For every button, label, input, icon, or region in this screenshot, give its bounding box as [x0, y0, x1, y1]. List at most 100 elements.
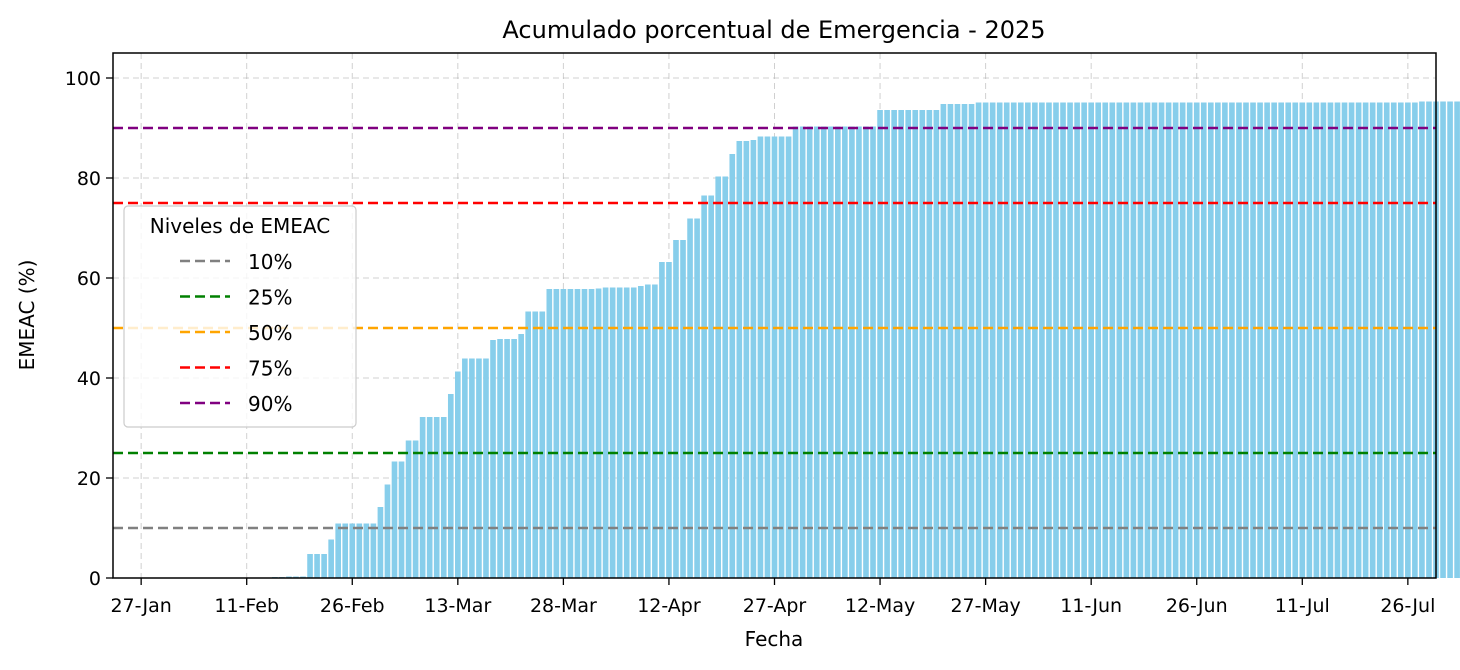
- legend-label: 75%: [248, 357, 292, 381]
- bar: [1355, 102, 1362, 578]
- bar: [771, 136, 778, 578]
- bar: [785, 136, 792, 578]
- x-tick-label: 27-Jan: [110, 595, 171, 617]
- y-axis: 0 20 40 60 80 100: [65, 68, 113, 590]
- bar: [1257, 102, 1263, 578]
- bar: [462, 358, 468, 578]
- bar: [328, 539, 334, 578]
- bar: [1222, 102, 1228, 578]
- bar: [989, 102, 996, 578]
- bar: [1376, 102, 1383, 578]
- legend-label: 50%: [248, 321, 292, 345]
- legend-label: 90%: [248, 392, 292, 416]
- bar: [1137, 102, 1144, 578]
- bar: [405, 440, 412, 578]
- bar: [518, 334, 524, 578]
- bar: [701, 195, 707, 578]
- bar: [1130, 102, 1137, 578]
- bar: [1299, 102, 1306, 578]
- bar: [842, 126, 848, 578]
- bar: [616, 287, 623, 578]
- bar: [1215, 102, 1221, 578]
- bar: [1454, 101, 1460, 578]
- bar: [680, 240, 686, 578]
- bar: [433, 417, 440, 578]
- x-tick-label: 11-Feb: [214, 595, 279, 617]
- y-tick-label: 40: [77, 368, 101, 390]
- x-tick-label: 13-Mar: [424, 595, 491, 617]
- bar: [349, 523, 356, 578]
- x-tick-label: 27-May: [950, 595, 1020, 617]
- bar: [835, 126, 841, 578]
- bar: [1095, 102, 1102, 578]
- bar: [476, 358, 482, 578]
- bar: [708, 195, 714, 578]
- bar: [363, 523, 370, 578]
- bar: [1362, 102, 1369, 578]
- x-tick-label: 12-Apr: [637, 595, 701, 617]
- x-tick-label: 26-Jul: [1380, 595, 1435, 617]
- bar: [567, 289, 574, 578]
- bar: [321, 554, 327, 578]
- bar: [912, 110, 919, 578]
- bar: [1440, 101, 1446, 578]
- bar: [1172, 102, 1179, 578]
- bar: [1285, 102, 1292, 578]
- bar: [1313, 102, 1320, 578]
- chart-title: Acumulado porcentual de Emergencia - 202…: [502, 16, 1045, 44]
- bar: [1271, 102, 1277, 578]
- bar: [504, 339, 510, 578]
- bar: [419, 417, 426, 578]
- legend: Niveles de EMEAC 10% 25% 50% 75% 90%: [123, 205, 357, 428]
- bar: [391, 461, 398, 578]
- bar: [532, 311, 539, 578]
- bar: [1419, 101, 1425, 578]
- bar: [1053, 102, 1059, 578]
- bar: [356, 523, 363, 578]
- bar: [637, 286, 644, 578]
- bar: [1334, 102, 1341, 578]
- bar: [384, 484, 391, 578]
- bar: [870, 126, 876, 578]
- bar: [1060, 102, 1066, 578]
- bar: [806, 126, 813, 578]
- y-tick-label: 80: [77, 168, 101, 190]
- bar: [497, 339, 503, 578]
- bar: [996, 102, 1003, 578]
- bar: [1207, 102, 1214, 578]
- bar: [827, 126, 834, 578]
- bar: [813, 126, 820, 578]
- bar: [1003, 102, 1010, 578]
- threshold-lines: [113, 126, 1436, 530]
- bar: [884, 110, 890, 578]
- bar: [623, 287, 630, 578]
- bar: [673, 240, 679, 578]
- x-tick-label: 11-Jun: [1060, 595, 1122, 617]
- bar: [666, 262, 672, 578]
- bar: [891, 110, 897, 578]
- bar: [1390, 102, 1397, 578]
- bar: [553, 289, 560, 578]
- bar: [1306, 102, 1313, 578]
- bar: [1193, 102, 1200, 578]
- bar: [1046, 102, 1052, 578]
- bar: [1264, 102, 1270, 578]
- bar: [1179, 102, 1186, 578]
- bar: [1158, 102, 1165, 578]
- bar: [1067, 102, 1073, 578]
- bar: [750, 140, 757, 578]
- bar: [1292, 102, 1299, 578]
- bar: [1412, 102, 1418, 578]
- bar: [581, 289, 588, 578]
- bar: [1327, 102, 1334, 578]
- bar: [1341, 102, 1348, 578]
- bar: [1320, 102, 1327, 578]
- y-tick-label: 60: [77, 268, 101, 290]
- bar: [595, 288, 602, 578]
- bar: [440, 417, 447, 578]
- bar: [954, 104, 961, 578]
- bar: [1397, 102, 1404, 578]
- y-axis-title: EMEAC (%): [15, 260, 39, 371]
- bar: [1109, 102, 1116, 578]
- bar: [1229, 102, 1235, 578]
